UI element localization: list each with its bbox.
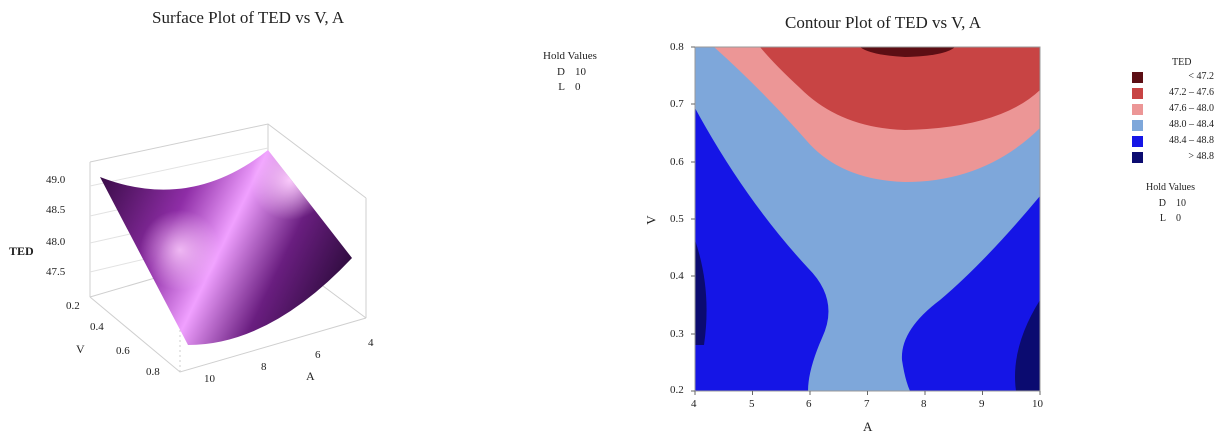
hold-value: 0 [1176, 213, 1181, 224]
z-tick: 48.0 [46, 236, 66, 248]
legend-label: 47.6 – 48.0 [1169, 103, 1214, 114]
legend-label: 47.2 – 47.6 [1169, 87, 1214, 98]
hold-row-d: D 10 [1146, 196, 1195, 211]
y-tick-label: 0.2 [670, 384, 684, 396]
v-tick: 0.8 [146, 366, 160, 378]
legend-item: 47.6 – 48.0 [1132, 103, 1214, 119]
a-tick: 4 [368, 337, 374, 349]
hold-value: 0 [575, 81, 581, 93]
y-tick-label: 0.3 [670, 328, 684, 340]
hold-values-title: Hold Values [543, 50, 597, 62]
y-tick-label: 0.4 [670, 270, 684, 282]
x-tick-label: 5 [749, 398, 755, 410]
legend-swatch [1132, 120, 1143, 131]
v-tick: 0.2 [66, 300, 80, 312]
legend-label: < 47.2 [1188, 71, 1214, 82]
x-tick-label: 9 [979, 398, 985, 410]
legend-item: 48.0 – 48.4 [1132, 119, 1214, 135]
a-tick: 10 [204, 373, 215, 385]
hold-name: D [1158, 198, 1166, 209]
surface-a-label: A [306, 369, 315, 383]
hold-name: L [1159, 213, 1166, 224]
z-tick: 48.5 [46, 204, 66, 216]
x-tick-label: 8 [921, 398, 927, 410]
contour-region-below-47.2 [860, 47, 955, 57]
hold-row-l: L 0 [1146, 211, 1195, 226]
a-tick: 6 [315, 349, 321, 361]
hold-values-surface: Hold Values D 10 L 0 [543, 50, 597, 95]
z-tick: 49.0 [46, 174, 66, 186]
contour-legend: TED < 47.2 47.2 – 47.6 47.6 – 48.0 48.0 … [1132, 57, 1214, 167]
hold-name: L [558, 81, 565, 93]
y-tick-marks [691, 46, 695, 392]
legend-swatch [1132, 88, 1143, 99]
legend-swatch [1132, 152, 1143, 163]
legend-label: > 48.8 [1188, 151, 1214, 162]
z-tick: 47.5 [46, 266, 66, 278]
contour-region-48.4-48.8-left [695, 108, 829, 391]
contour-plot-title: Contour Plot of TED vs V, A [785, 13, 982, 32]
y-tick-label: 0.6 [670, 156, 684, 168]
x-tick-marks [694, 391, 1041, 395]
hold-value: 10 [1176, 198, 1186, 209]
x-tick-label: 10 [1032, 398, 1043, 410]
contour-region-48.4-48.8-right [901, 196, 1040, 391]
legend-item: > 48.8 [1132, 151, 1214, 167]
y-tick-label: 0.5 [670, 213, 684, 225]
surface-highlight-front [100, 150, 352, 345]
v-tick: 0.4 [90, 321, 104, 333]
surface-plot [89, 123, 367, 373]
legend-swatch [1132, 72, 1143, 83]
surface-z-label: TED [9, 244, 34, 258]
contour-region-47.2-47.6 [760, 47, 1040, 130]
surface-v-label: V [76, 342, 85, 356]
legend-swatch [1132, 136, 1143, 147]
x-tick-label: 7 [864, 398, 870, 410]
hold-values-title: Hold Values [1146, 182, 1195, 193]
x-tick-label: 6 [806, 398, 812, 410]
legend-label: 48.4 – 48.8 [1169, 135, 1214, 146]
contour-region-above-48.8-right [1015, 300, 1040, 391]
hold-name: D [557, 66, 565, 78]
hold-value: 10 [575, 66, 586, 78]
contour-x-label: A [863, 419, 873, 434]
y-tick-label: 0.8 [670, 41, 684, 53]
contour-regions [695, 47, 1040, 391]
hold-row-l: L 0 [543, 80, 597, 95]
legend-item: 48.4 – 48.8 [1132, 135, 1214, 151]
legend-item: 47.2 – 47.6 [1132, 87, 1214, 103]
v-tick: 0.6 [116, 345, 130, 357]
y-tick-label: 0.7 [670, 98, 684, 110]
hold-row-d: D 10 [543, 65, 597, 80]
a-tick: 8 [261, 361, 267, 373]
legend-title: TED [1172, 57, 1192, 68]
legend-swatch [1132, 104, 1143, 115]
hold-values-contour: Hold Values D 10 L 0 [1146, 182, 1195, 226]
legend-label: 48.0 – 48.4 [1169, 119, 1214, 130]
contour-region-above-48.8-left [695, 240, 707, 345]
legend-item: < 47.2 [1132, 71, 1214, 87]
surface-plot-title: Surface Plot of TED vs V, A [152, 8, 345, 27]
contour-y-label: V [643, 215, 659, 225]
x-tick-label: 4 [691, 398, 697, 410]
